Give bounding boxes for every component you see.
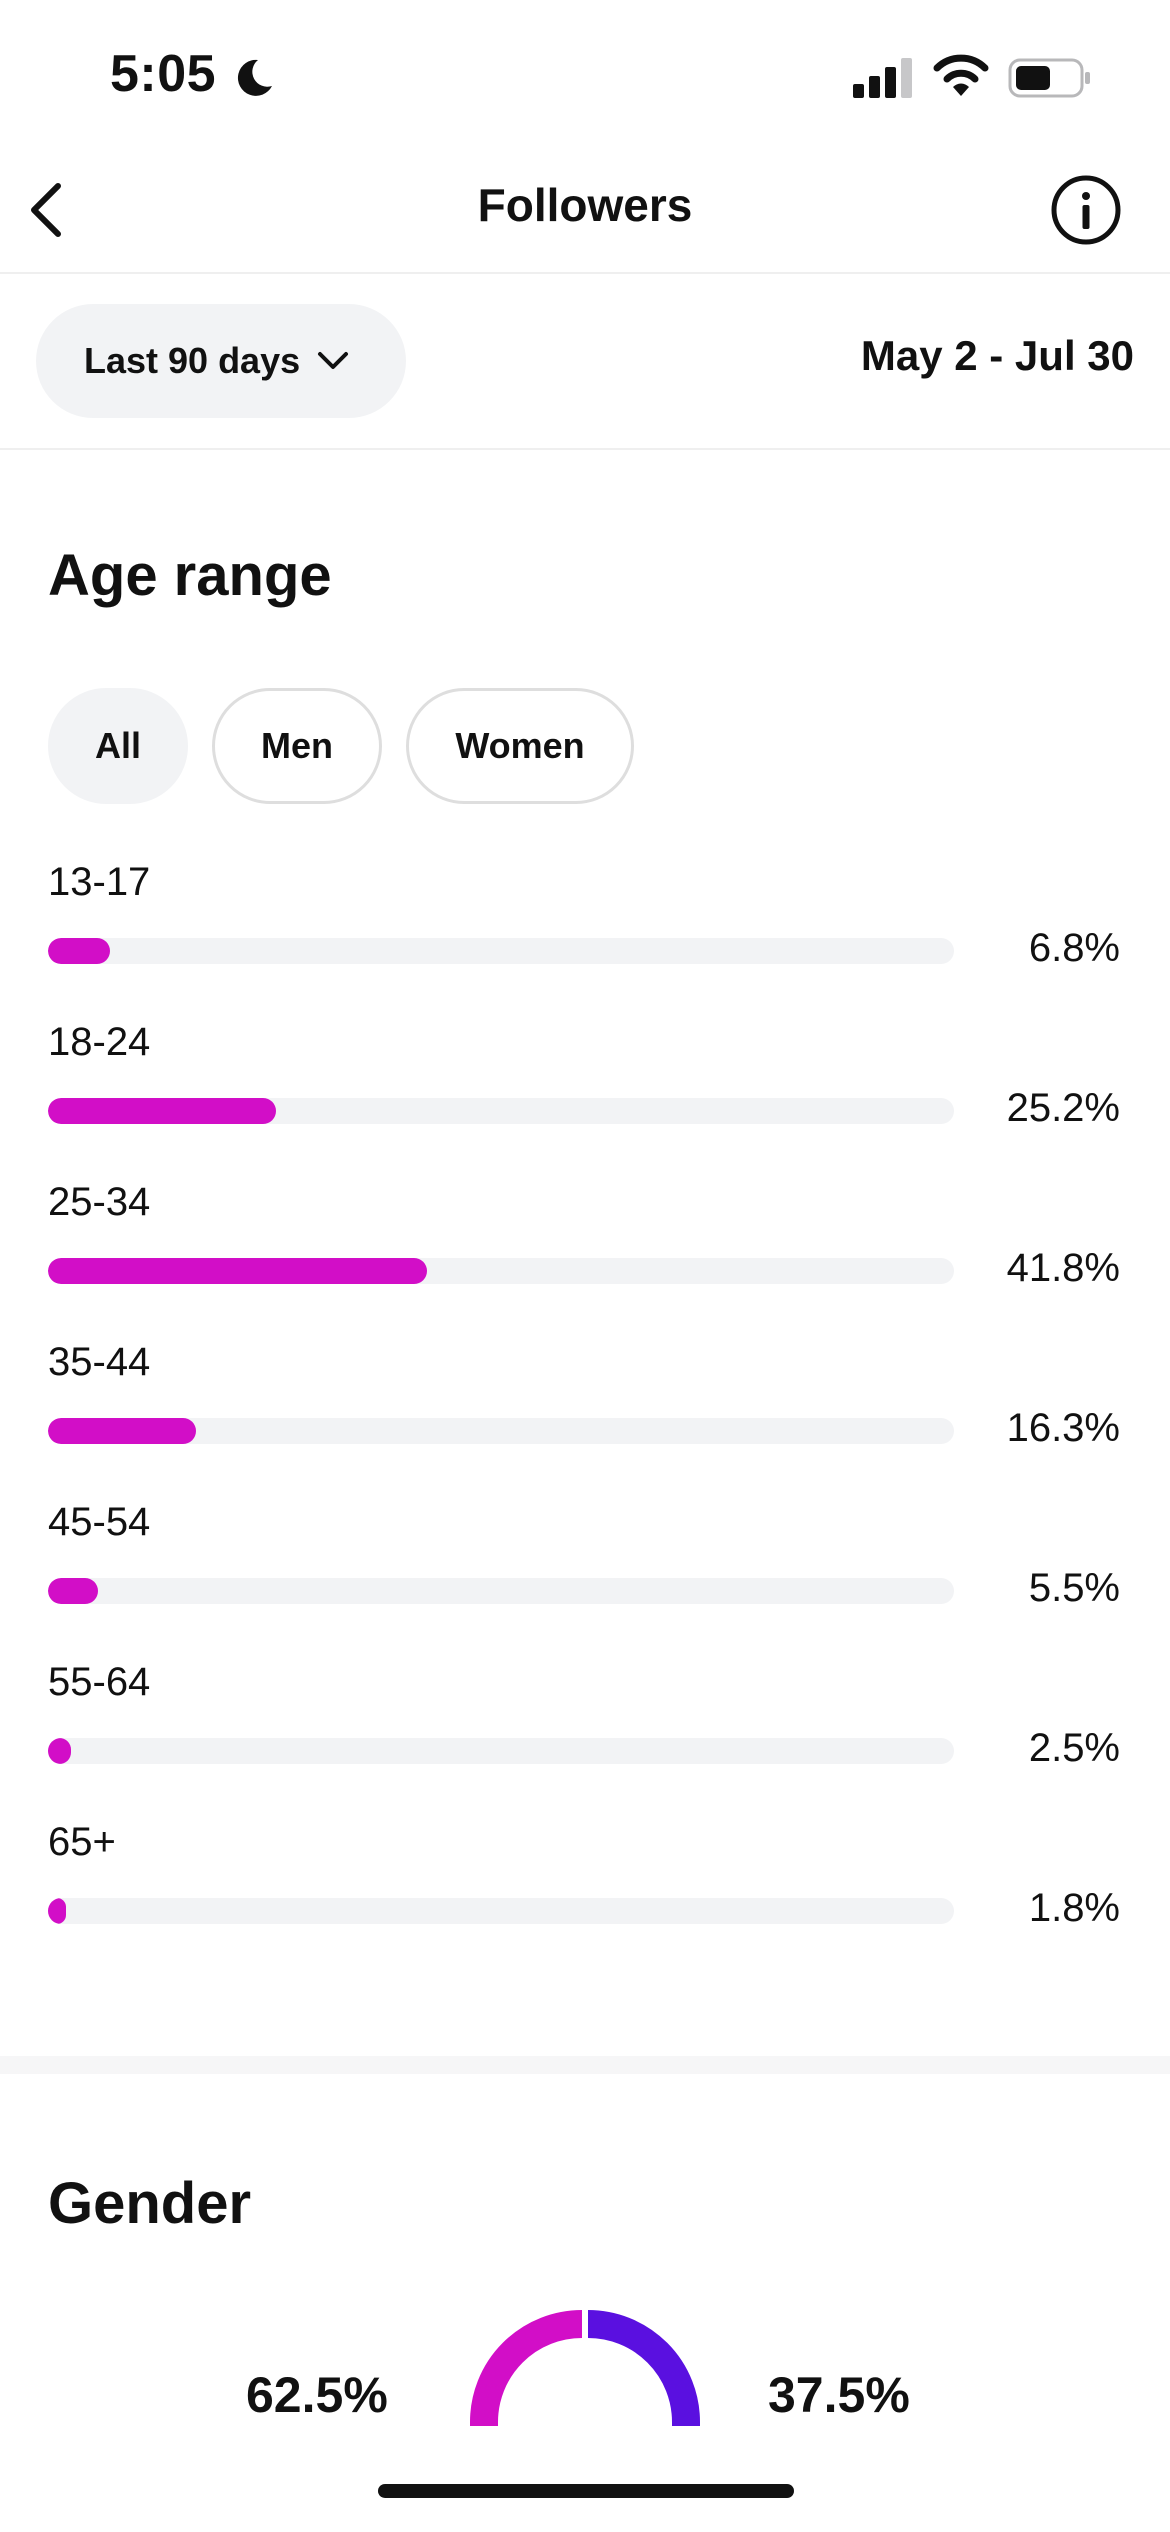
age-label: 45-54 [48,1500,151,1544]
age-bar [48,1418,196,1444]
age-range-title: Age range [48,543,332,608]
age-row: 13-17 6.8% [48,860,1120,1020]
filter-chip-label: Women [455,725,585,766]
battery-icon [1008,58,1090,98]
signal-icon [853,58,912,98]
age-row: 55-64 2.5% [48,1660,1120,1820]
age-bar-track [48,1258,954,1284]
gender-women-percent: 62.5% [246,2367,388,2423]
date-range-selected: Last 90 days [84,340,301,381]
age-bar-track [48,938,954,964]
age-label: 18-24 [48,1020,151,1064]
home-indicator [378,2484,794,2498]
info-icon[interactable] [1050,174,1122,246]
wifi-icon [933,54,989,96]
filter-chip-label: All [94,725,141,766]
age-row: 18-24 25.2% [48,1020,1120,1180]
age-bar [48,938,110,964]
age-row: 65+ 1.8% [48,1820,1120,1980]
age-bar-track [48,1738,954,1764]
filter-chip-all[interactable]: All [48,688,188,804]
chevron-down-icon [318,352,349,369]
age-label: 25-34 [48,1180,151,1224]
age-bar [48,1258,427,1284]
age-bar-track [48,1898,954,1924]
age-row: 45-54 5.5% [48,1500,1120,1660]
age-label: 35-44 [48,1340,151,1384]
age-bar-track [48,1418,954,1444]
age-row: 35-44 16.3% [48,1340,1120,1500]
gender-gauge-left-arc [470,2310,583,2426]
age-range-chart: 13-17 6.8% 18-24 25.2% 25-34 41.8% 35-44 16.3% 4… [48,860,1120,1980]
age-value: 41.8% [1006,1246,1120,1290]
age-bar [48,1898,66,1924]
moon-icon [237,59,272,96]
age-label: 13-17 [48,860,151,904]
page-title: Followers [477,179,693,231]
date-range-dates: May 2 - Jul 30 [860,332,1134,379]
age-row: 25-34 41.8% [48,1180,1120,1340]
age-bar [48,1578,98,1604]
nav-bar: Followers [0,150,1170,274]
age-label: 65+ [48,1820,116,1864]
age-value: 2.5% [1028,1726,1120,1770]
age-value: 6.8% [1028,926,1120,970]
age-bar [48,1098,277,1124]
age-bar [48,1738,71,1764]
age-value: 1.8% [1028,1886,1120,1930]
status-bar: 5:05 [0,0,1170,150]
gender-title: Gender [48,2171,252,2236]
age-value: 25.2% [1006,1086,1120,1130]
age-value: 5.5% [1028,1566,1120,1610]
section-divider [0,2056,1170,2074]
filter-chip-label: Men [261,725,333,766]
age-value: 16.3% [1006,1406,1120,1450]
age-bar-track [48,1098,954,1124]
date-range-row: Last 90 days May 2 - Jul 30 [0,274,1170,450]
filter-chip-women[interactable]: Women [406,688,634,804]
status-time: 5:05 [110,45,217,103]
gender-gauge-right-arc [587,2310,700,2426]
filter-chip-men[interactable]: Men [212,688,382,804]
gender-gauge [470,2310,700,2426]
back-icon[interactable] [20,174,72,246]
gender-men-percent: 37.5% [768,2367,910,2423]
date-range-dropdown[interactable]: Last 90 days [36,304,406,418]
age-label: 55-64 [48,1660,151,1704]
age-bar-track [48,1578,954,1604]
age-filter-chips: All Men Women [48,688,658,804]
